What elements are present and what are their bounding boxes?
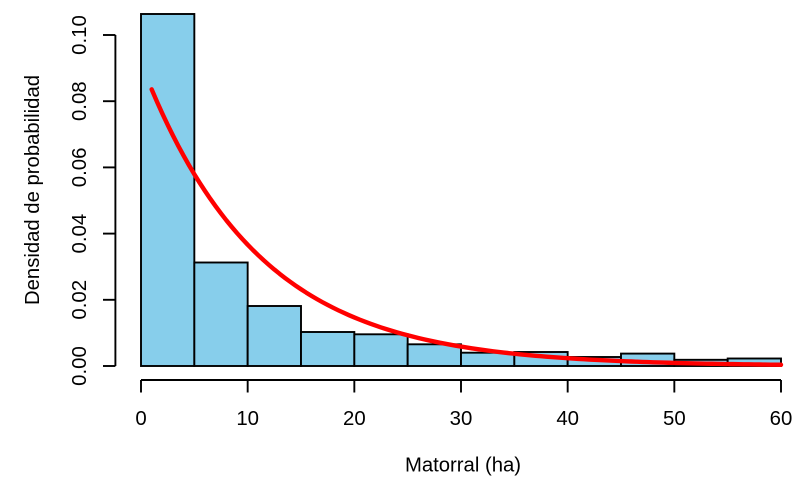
svg-text:0.04: 0.04 [69, 214, 91, 254]
svg-text:20: 20 [343, 408, 366, 430]
svg-text:30: 30 [450, 408, 473, 430]
svg-text:0.08: 0.08 [69, 81, 91, 121]
svg-text:0.00: 0.00 [69, 346, 91, 386]
svg-text:60: 60 [770, 408, 793, 430]
svg-text:Densidad de probabilidad: Densidad de probabilidad [22, 75, 44, 305]
svg-text:Matorral (ha): Matorral (ha) [405, 455, 521, 477]
svg-text:10: 10 [236, 408, 259, 430]
svg-text:40: 40 [556, 408, 579, 430]
svg-text:50: 50 [663, 408, 686, 430]
svg-text:0.06: 0.06 [69, 148, 91, 188]
svg-text:0: 0 [135, 408, 146, 430]
svg-text:0.02: 0.02 [69, 280, 91, 320]
svg-text:0.10: 0.10 [69, 15, 91, 55]
